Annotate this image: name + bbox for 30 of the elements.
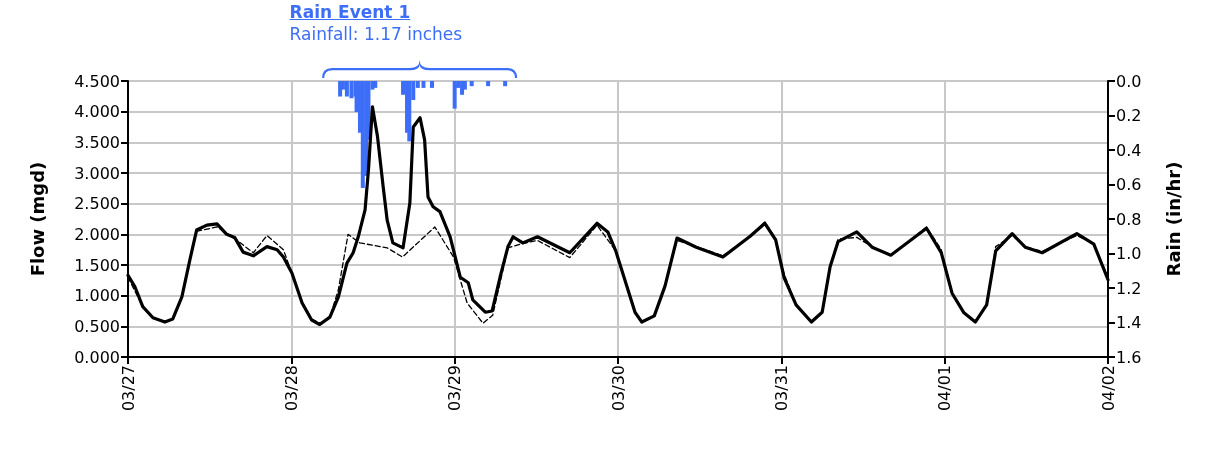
y2-axis-title: Rain (in/hr) <box>1162 161 1184 277</box>
y2-tick-label: 0.4 <box>1116 140 1142 160</box>
y-axis-title: Flow (mgd) <box>26 161 48 277</box>
y2-tick-label: 0.6 <box>1116 175 1142 194</box>
y-tick-label: 1.500 <box>74 255 120 275</box>
y2-tick-label: 1.4 <box>1116 313 1142 332</box>
x-tick-label: 03/29 <box>445 365 465 412</box>
y-tick-label: 2.500 <box>74 194 120 214</box>
x-tick-label: 03/30 <box>608 365 628 412</box>
y2-tick-label: 1.2 <box>1116 278 1142 298</box>
y2-tick-label: 0.2 <box>1116 106 1142 125</box>
y-tick-label: 4.500 <box>74 71 120 91</box>
x-tick-label: 04/01 <box>935 365 955 412</box>
text: Rainfall: 1.17 inches <box>289 24 463 44</box>
y-tick-label: 2.000 <box>74 224 120 244</box>
y-tick-label: 4.000 <box>74 102 120 122</box>
y2-tick-label: 1.0 <box>1116 244 1142 263</box>
y2-tick-label: 0.0 <box>1116 71 1142 91</box>
y-tick-label: 3.000 <box>74 163 120 183</box>
text: Rain Event 1 <box>289 2 411 22</box>
x-tick-label: 03/28 <box>281 365 301 412</box>
x-tick-label: 04/02 <box>1098 365 1118 412</box>
y2-tick-label: 1.6 <box>1116 347 1142 367</box>
y-tick-label: 0.500 <box>74 316 120 336</box>
y-tick-label: 1.000 <box>74 286 120 306</box>
x-tick-label: 03/27 <box>118 365 138 412</box>
y2-tick-label: 0.8 <box>1116 209 1142 229</box>
y-tick-label: 3.500 <box>74 132 120 152</box>
y-tick-label: 0.000 <box>74 347 120 367</box>
x-tick-label: 03/31 <box>771 365 791 412</box>
